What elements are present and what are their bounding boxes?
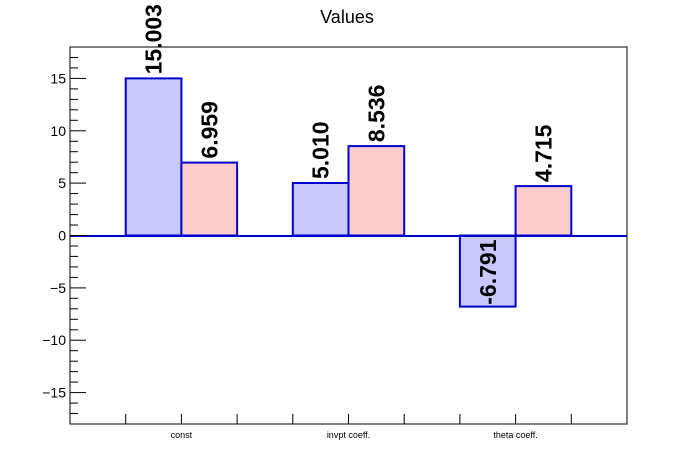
data-label-series2-3: 4.715	[531, 124, 557, 182]
chart-title: Values	[320, 7, 374, 27]
bars-layer	[124, 77, 573, 308]
data-label-series2-1: 6.959	[196, 101, 222, 159]
data-label-series1-1: 15.003	[141, 4, 167, 74]
bar-series2-1	[180, 161, 239, 237]
y-tick-label: 15	[50, 70, 66, 86]
data-label-series1-2: 5.010	[308, 121, 334, 179]
x-category-label: invpt coeff.	[327, 430, 370, 440]
y-tick-label: −5	[50, 280, 66, 296]
bar-series2-2	[347, 145, 406, 237]
y-tick-label: 0	[58, 228, 66, 244]
y-tick-label: 5	[58, 175, 66, 191]
data-label-series2-2: 8.536	[363, 85, 389, 143]
bar-series1-2	[291, 182, 350, 237]
x-category-label: theta coeff.	[493, 430, 537, 440]
data-labels-layer: 15.003 6.959 5.010 8.536 -6.791 4.715	[141, 4, 557, 305]
bar-series2-3	[514, 185, 573, 237]
y-tick-label: −15	[42, 385, 66, 401]
data-label-series1-3: -6.791	[475, 239, 501, 304]
bar-series1-3	[458, 234, 517, 308]
y-axis: −15 −10 −5 0 5 10 15	[42, 57, 86, 414]
x-category-label: const	[171, 430, 193, 440]
bar-series1-1	[124, 77, 183, 237]
x-axis: const invpt coeff. theta coeff.	[125, 414, 572, 440]
y-tick-label: 10	[50, 123, 66, 139]
y-tick-label: −10	[42, 332, 66, 348]
